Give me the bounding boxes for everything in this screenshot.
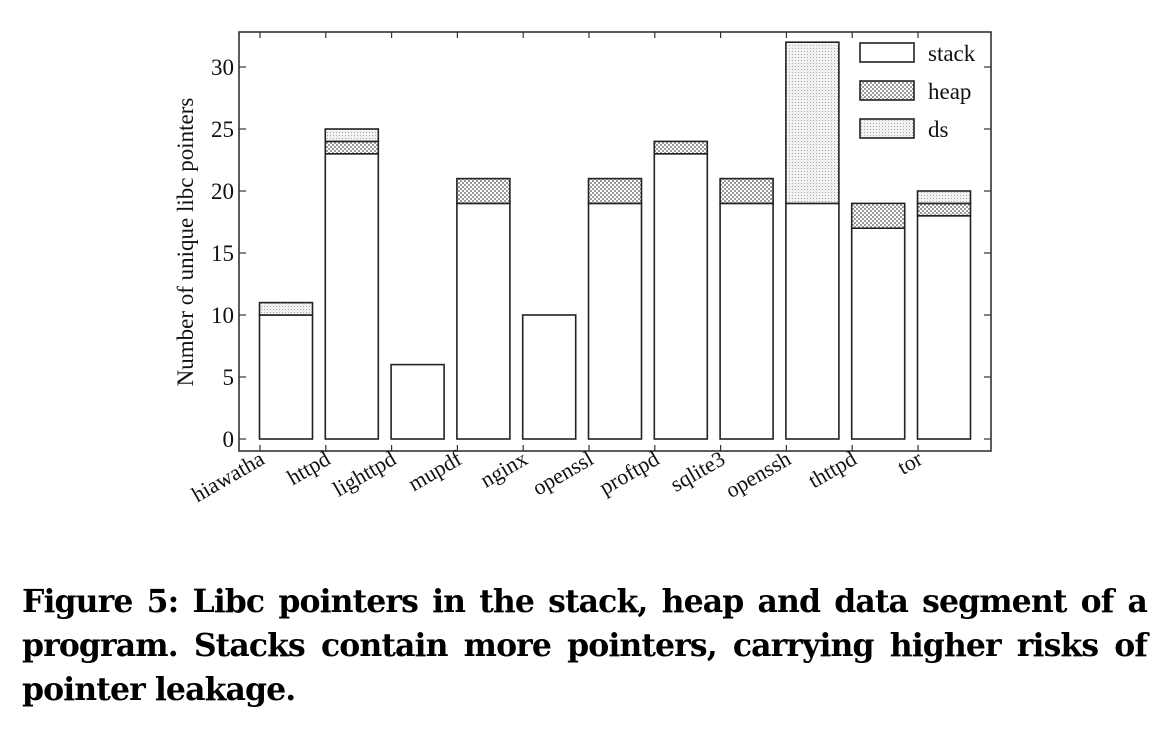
bar-openssh (785, 41, 840, 440)
legend-swatch (859, 80, 915, 101)
bar-segment-heap (916, 202, 972, 217)
legend-item-heap: heap (859, 79, 971, 104)
y-tick-label: 10 (211, 303, 234, 328)
bar-hiawatha (258, 301, 314, 440)
bar-segment-stack (521, 314, 577, 440)
y-tick-label: 0 (223, 427, 235, 452)
x-tick-label: httpd (283, 446, 335, 490)
bar-chart: Number of unique libc pointers 0 5 10 15 20 2… (173, 31, 992, 507)
bar-segment-ds (916, 190, 972, 205)
legend-item-stack: stack (859, 41, 976, 66)
y-axis-label: Number of unique libc pointers (173, 98, 198, 387)
y-tick-label: 20 (211, 179, 234, 204)
legend-label: ds (928, 117, 949, 142)
legend: stack heap ds (859, 41, 976, 142)
bar-segment-stack (719, 202, 774, 440)
y-axis-ticks: 0 5 10 15 20 25 30 (211, 55, 991, 452)
bar-segment-heap (653, 140, 709, 155)
x-tick-label: sqlite3 (666, 446, 729, 497)
bar-segment-heap (456, 177, 511, 205)
legend-label: heap (928, 79, 971, 104)
bar-segment-stack (258, 314, 314, 440)
bars (258, 41, 972, 440)
bar-httpd (324, 128, 380, 440)
bar-segment-ds (258, 301, 314, 316)
y-tick-label: 25 (211, 117, 234, 142)
bar-segment-heap (324, 140, 380, 155)
bar-segment-heap (719, 177, 774, 205)
bar-openssl (587, 177, 643, 440)
bar-segment-stack (587, 202, 643, 440)
figure-caption: Figure 5: Libc pointers in the stack, he… (22, 583, 1148, 708)
x-tick-label: openssh (721, 446, 795, 503)
plot-frame (238, 31, 992, 452)
x-tick-label: thttpd (804, 446, 861, 493)
bar-lighttpd (390, 363, 445, 440)
y-tick-label: 30 (211, 55, 234, 80)
bar-segment-stack (324, 153, 380, 440)
y-tick-label: 15 (211, 241, 234, 266)
x-tick-label: openssl (528, 446, 598, 501)
chart-canvas: Number of unique libc pointers 0 5 10 15 20 2… (173, 31, 992, 507)
bar-nginx (521, 314, 577, 440)
bar-segment-stack (916, 215, 972, 440)
bar-segment-heap (587, 177, 643, 205)
bar-segment-stack (456, 202, 511, 440)
y-axis-title: Number of unique libc pointers (173, 98, 198, 387)
bar-segment-stack (653, 153, 709, 440)
bar-thttpd (850, 202, 906, 440)
legend-item-ds: ds (859, 117, 949, 142)
bar-segment-ds (324, 128, 380, 143)
bar-segment-heap (850, 202, 906, 229)
x-tick-label: nginx (476, 446, 532, 493)
bar-tor (916, 190, 972, 440)
legend-swatch (859, 42, 915, 63)
x-tick-label: lighttpd (328, 446, 400, 502)
legend-label: stack (928, 41, 976, 66)
bar-segment-stack (850, 227, 906, 440)
bar-segment-stack (390, 363, 445, 440)
bar-mupdf (456, 177, 511, 440)
x-tick-label: mupdf (404, 445, 467, 496)
y-tick-label: 5 (223, 365, 235, 390)
x-tick-label: hiawatha (187, 446, 268, 507)
bar-segment-ds (785, 41, 840, 205)
legend-swatch (859, 118, 915, 139)
bar-segment-stack (785, 202, 840, 440)
bar-proftpd (653, 140, 709, 440)
bar-sqlite3 (719, 177, 774, 440)
x-tick-label: proftpd (595, 446, 664, 500)
